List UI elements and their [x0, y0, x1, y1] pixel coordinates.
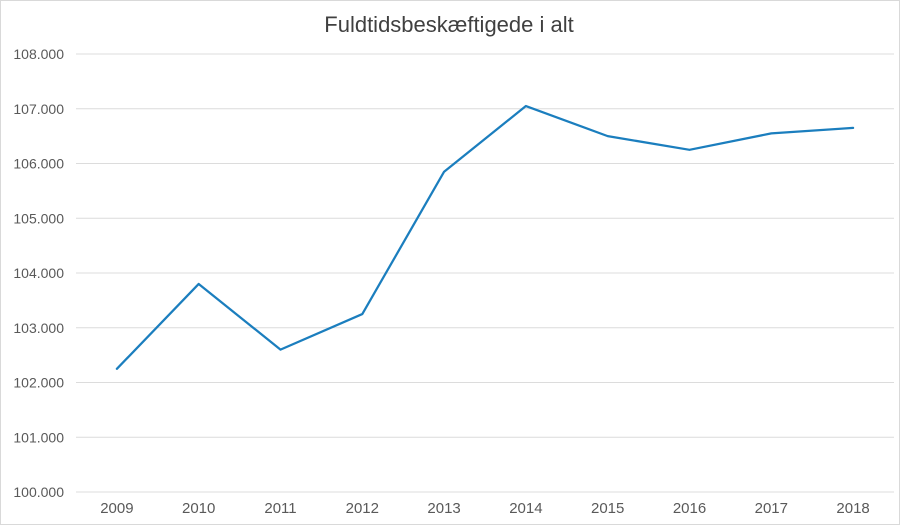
y-tick-label: 106.000: [13, 156, 64, 172]
y-tick-label: 104.000: [13, 265, 64, 281]
y-tick-label: 107.000: [13, 101, 64, 117]
y-axis-tick-labels: 100.000 101.000 102.000 103.000 104.000 105.0…: [13, 46, 64, 500]
x-tick-label: 2009: [100, 500, 133, 517]
y-tick-label: 100.000: [13, 484, 64, 500]
x-tick-label: 2016: [673, 500, 706, 517]
x-axis-tick-labels: 2009 2010 2011 2012 2013 2014 2015 2016 2017 2018: [100, 500, 870, 517]
chart-title: Fuldtidsbeskæftigede i alt: [324, 12, 573, 37]
x-tick-label: 2017: [755, 500, 788, 517]
x-tick-label: 2015: [591, 500, 624, 517]
x-tick-label: 2018: [836, 500, 869, 517]
x-tick-label: 2013: [427, 500, 460, 517]
x-tick-label: 2012: [346, 500, 379, 517]
y-tick-label: 108.000: [13, 46, 64, 62]
x-tick-label: 2014: [509, 500, 542, 517]
y-tick-label: 102.000: [13, 375, 64, 391]
y-tick-label: 105.000: [13, 210, 64, 226]
data-line: [115, 104, 855, 370]
x-tick-label: 2011: [264, 500, 296, 517]
y-tick-label: 103.000: [13, 320, 64, 336]
y-tick-label: 101.000: [13, 429, 64, 445]
x-tick-label: 2010: [182, 500, 215, 517]
gridlines-group: [76, 53, 894, 493]
